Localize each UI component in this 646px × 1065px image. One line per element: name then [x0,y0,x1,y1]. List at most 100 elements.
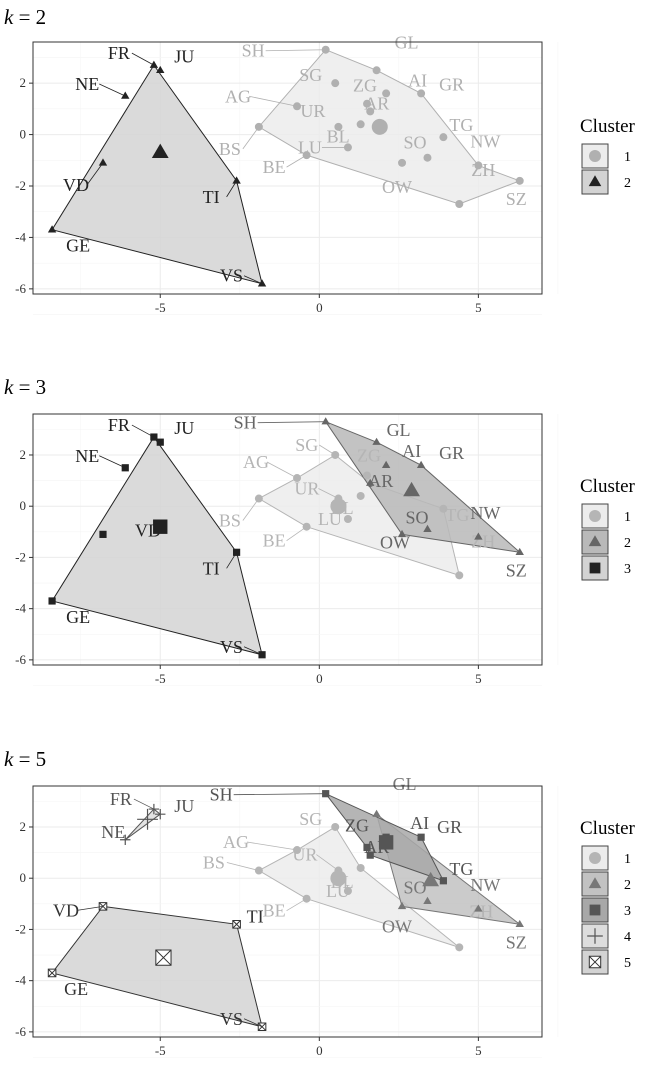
legend-key-3: 3 [581,555,631,581]
legend-key-marker [589,562,601,574]
cluster-hulls [51,420,522,656]
point-BL [356,120,365,129]
leader-FR [131,424,155,438]
leader-AG [266,461,298,479]
point-label-BS: BS [219,139,241,159]
point-SH [321,417,330,425]
leader-BE [286,154,307,168]
point-label-VS: VS [220,266,243,286]
point-label-TI: TI [203,558,220,578]
y-tick-label: -4 [15,229,26,244]
point-GE [48,597,56,605]
legend-title: Cluster [580,818,636,839]
legend-key-2: 2 [581,529,631,555]
point-label-LU: LU [318,509,342,529]
point-label-AG: AG [243,452,269,472]
point-ZG [363,843,371,852]
point-GL [372,437,381,445]
point-label-SO: SO [403,133,426,153]
axes: -5 0 5 -6 -4 -2 0 2 [15,447,481,686]
point-JU [156,65,165,74]
centroid-5 [155,949,172,966]
point-ZG [363,471,372,480]
point-label-TG: TG [445,505,469,525]
legend-title: Cluster [580,476,636,497]
point-AR [366,107,375,116]
plot-border [32,413,543,666]
cluster-hull-2 [324,420,522,554]
legend-key-marker [589,150,601,162]
legend-label: 3 [624,562,631,577]
point-label-ZH: ZH [471,160,495,180]
y-tick-label: -6 [15,1024,26,1039]
y-tick-label: 2 [20,75,27,90]
plot-border [32,785,543,1038]
point-label-LU: LU [326,881,350,901]
leader-FR [133,798,155,810]
point-VS [257,1022,267,1032]
x-tick-label: 0 [316,671,323,686]
legend: Cluster 1 2 3 [580,476,636,581]
x-tick-label: 0 [316,300,323,315]
point-label-GL: GL [393,774,417,794]
legend-label: 3 [624,904,631,919]
legend-label: 2 [624,176,631,191]
x-tick-label: -5 [155,671,166,686]
point-VS [258,651,266,659]
point-label-BS: BS [219,511,241,531]
point-JU [156,438,164,446]
point-BL [356,863,365,872]
point-label-TG: TG [449,115,473,135]
point-label-SH: SH [210,785,233,805]
leader-BS [242,126,260,150]
legend: Cluster 1 2 [580,116,636,195]
point-label-GL: GL [387,420,411,440]
centroid-4 [137,808,158,830]
x-tick-label: 5 [475,1043,482,1058]
leader-BE [286,526,307,542]
axes: -5 0 5 -6 -4 -2 0 2 [15,819,481,1058]
point-label-TI: TI [203,187,220,207]
point-label-VD: VD [53,900,79,920]
point-label-BL: BL [327,126,350,146]
y-tick-label: -2 [15,921,26,936]
point-label-GR: GR [439,443,464,463]
leader-BS [242,498,260,521]
point-label-UR: UR [300,101,325,121]
point-label-AR: AR [368,471,393,491]
centroid-3 [378,835,394,850]
point-JU [155,808,166,820]
points: SGAGURBSBLLUBEZHGLSOOWNWSZSHAIGRZGARTGFR… [47,774,527,1032]
point-VD [99,530,107,538]
point-SZ [515,919,524,928]
leader-VD [86,162,104,186]
leader-VS [243,275,263,285]
panel-3: k = 5SGAGURBSBLLUBEZHGLSOOWNWSZSHAIGRZGA… [4,747,636,1058]
centroid-1 [330,498,347,515]
point-label-SO: SO [403,877,426,897]
point-label-SZ: SZ [506,932,527,952]
point-label-FR: FR [110,789,132,809]
leader-TI [226,552,237,569]
point-FR [150,433,158,441]
point-SO [423,153,432,162]
point-label-TI: TI [247,906,264,926]
points: SGAGZGURBSBLLUBETGZHSHGLAIGRARSOOWNWSZFR… [48,413,527,659]
point-GE [47,225,57,233]
leader-SG [319,444,336,456]
point-label-VS: VS [220,637,243,657]
legend-key-marker [588,877,602,889]
plot-border [32,41,543,295]
plot-area: SGAGURBSBLLUBEZHGLSOOWNWSZSHAIGRZGARTGFR… [32,774,559,1058]
leader-UR [316,854,339,871]
point-label-OW: OW [382,916,412,936]
leader-BS [226,862,259,871]
point-LU [343,515,352,524]
point-AR [366,478,375,486]
panel-title: k = 2 [4,5,46,29]
point-TI [232,176,241,184]
point-label-AI: AI [402,441,421,461]
point-NW [474,904,483,912]
point-NE [120,834,131,845]
